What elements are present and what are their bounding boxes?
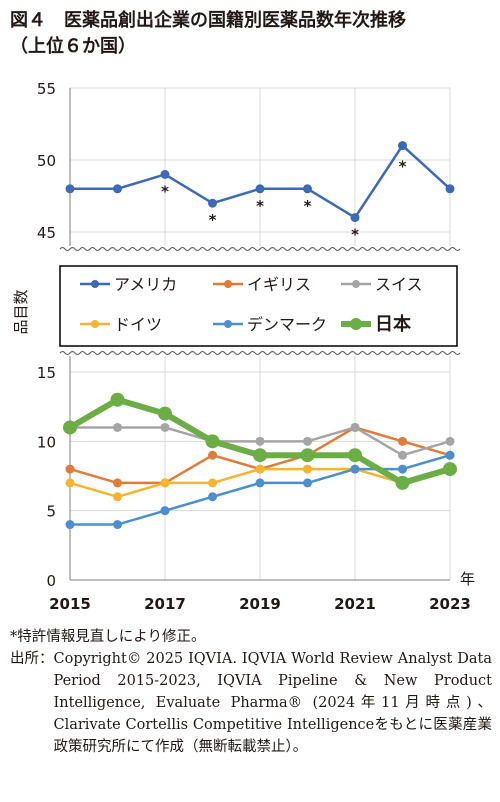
data-point bbox=[255, 478, 265, 488]
data-point bbox=[160, 478, 170, 488]
data-point bbox=[113, 520, 122, 530]
series-group bbox=[63, 141, 457, 530]
data-point bbox=[113, 478, 122, 488]
notes: *特許情報見直しにより修正。 出所： Copyright© 2025 IQVIA… bbox=[10, 626, 492, 758]
chart-title-line1: 図４ 医薬品創出企業の国籍別医薬品数年次推移 bbox=[10, 10, 406, 31]
data-point bbox=[208, 450, 217, 460]
data-point bbox=[255, 436, 265, 446]
data-point bbox=[65, 478, 75, 488]
annotation-asterisk: * bbox=[304, 197, 312, 215]
legend-swatch-marker bbox=[91, 280, 99, 288]
legend-label: アメリカ bbox=[114, 275, 177, 294]
legend-item: アメリカ bbox=[80, 275, 177, 294]
legend-label: イギリス bbox=[247, 275, 311, 294]
axis-break-wave-top bbox=[59, 247, 461, 251]
data-point bbox=[158, 406, 172, 421]
data-point bbox=[398, 464, 407, 474]
y-tick-label: 55 bbox=[37, 80, 56, 98]
legend-swatch-marker bbox=[352, 280, 360, 288]
x-tick-label: 2015 bbox=[49, 595, 91, 613]
chart-title-line2: （上位６か国） bbox=[10, 36, 136, 57]
y-tick-label: 0 bbox=[46, 572, 56, 590]
chart-title: 図４ 医薬品創出企業の国籍別医薬品数年次推移 （上位６か国） bbox=[10, 8, 495, 60]
data-point bbox=[65, 464, 75, 474]
data-point bbox=[205, 434, 220, 449]
y-axis-title: 品目数 bbox=[12, 289, 30, 334]
legend-swatch-marker bbox=[224, 320, 232, 328]
x-tick-label: 2019 bbox=[239, 595, 281, 613]
data-point bbox=[303, 478, 312, 488]
data-point bbox=[445, 184, 455, 194]
data-point bbox=[160, 506, 170, 516]
legend-item: スイス bbox=[341, 275, 423, 294]
footnote: *特許情報見直しにより修正。 bbox=[10, 629, 206, 645]
legend-swatch-marker bbox=[91, 320, 99, 328]
data-point bbox=[110, 392, 125, 407]
annotation-asterisk: * bbox=[209, 211, 217, 229]
y-tick-label: 15 bbox=[37, 364, 56, 382]
annotation-asterisk: * bbox=[256, 197, 264, 215]
data-point bbox=[160, 422, 170, 432]
data-point bbox=[113, 492, 122, 502]
data-point bbox=[398, 141, 407, 151]
legend-swatch-marker bbox=[224, 280, 232, 288]
legend-label: デンマーク bbox=[247, 315, 327, 334]
legend-item: イギリス bbox=[213, 275, 311, 294]
data-point bbox=[350, 464, 360, 474]
data-point bbox=[303, 464, 312, 474]
y-tick-label: 5 bbox=[46, 503, 56, 521]
source: 出所： Copyright© 2025 IQVIA. IQVIA World R… bbox=[10, 648, 492, 758]
legend-item: デンマーク bbox=[213, 315, 327, 334]
data-point bbox=[445, 436, 455, 446]
data-point bbox=[113, 184, 122, 194]
annotation-asterisk: * bbox=[351, 226, 359, 244]
data-point bbox=[395, 475, 410, 490]
data-point bbox=[160, 169, 170, 179]
data-point bbox=[303, 184, 312, 194]
data-point bbox=[303, 436, 312, 446]
y-tick-label: 45 bbox=[37, 224, 56, 242]
data-point bbox=[208, 198, 217, 208]
data-point bbox=[350, 422, 360, 432]
data-point bbox=[113, 422, 122, 432]
x-axis-title: 年 bbox=[460, 570, 475, 588]
data-point bbox=[398, 450, 407, 460]
data-point bbox=[65, 184, 75, 194]
y-tick-label: 50 bbox=[37, 152, 56, 170]
data-point bbox=[63, 420, 77, 435]
annotation-asterisk: * bbox=[161, 182, 169, 200]
series-6 bbox=[63, 392, 457, 490]
legend-swatch-marker bbox=[350, 318, 362, 330]
data-point bbox=[300, 448, 315, 463]
data-point bbox=[443, 462, 457, 477]
series-5 bbox=[65, 450, 455, 530]
legend-box bbox=[59, 265, 458, 347]
legend-label: 日本 bbox=[375, 313, 411, 335]
data-point bbox=[65, 520, 75, 530]
data-point bbox=[350, 213, 360, 223]
source-text: Copyright© 2025 IQVIA. IQVIA World Revie… bbox=[53, 651, 493, 755]
legend-label: スイス bbox=[375, 275, 423, 294]
legend-item: 日本 bbox=[341, 313, 411, 335]
data-point bbox=[208, 492, 217, 502]
legend-label: ドイツ bbox=[114, 315, 162, 334]
data-point bbox=[255, 464, 265, 474]
x-tick-label: 2017 bbox=[144, 595, 186, 613]
data-point bbox=[398, 436, 407, 446]
data-point bbox=[253, 448, 267, 463]
annotation-asterisk: * bbox=[399, 158, 407, 176]
legend-item: ドイツ bbox=[80, 315, 162, 334]
data-point bbox=[445, 450, 455, 460]
axis-break-wave-bottom bbox=[59, 351, 461, 355]
x-tick-label: 2023 bbox=[429, 595, 471, 613]
y-tick-label: 10 bbox=[37, 433, 56, 451]
data-point bbox=[255, 184, 265, 194]
data-point bbox=[208, 478, 217, 488]
source-label: 出所： bbox=[10, 651, 54, 667]
data-point bbox=[348, 448, 362, 463]
x-tick-label: 2021 bbox=[334, 595, 376, 613]
series-1 bbox=[65, 141, 455, 223]
